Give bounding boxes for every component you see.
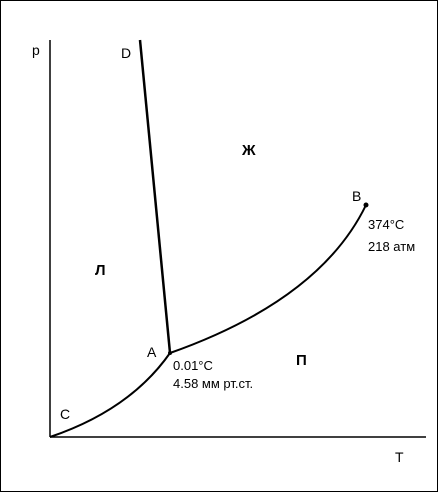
annotation: 0.01°C bbox=[173, 358, 213, 373]
critical-point bbox=[363, 202, 369, 208]
annotation: 218 атм bbox=[368, 239, 415, 254]
melting-curve bbox=[138, 39, 172, 354]
sublimation-curve bbox=[49, 352, 171, 438]
annotation: 374°C bbox=[368, 217, 404, 232]
y-axis-label: p bbox=[32, 42, 40, 58]
point-label: B bbox=[352, 188, 361, 204]
triple-point bbox=[168, 351, 172, 355]
point-label: C bbox=[60, 406, 70, 422]
vaporization-curve bbox=[169, 204, 367, 354]
region-label: Ж bbox=[241, 142, 256, 159]
region-label: П bbox=[296, 352, 307, 369]
x-axis-label: T bbox=[395, 449, 404, 465]
annotation: 4.58 мм рт.ст. bbox=[173, 376, 253, 391]
point-label: D bbox=[121, 45, 131, 61]
point-label: A bbox=[147, 344, 157, 360]
region-label: Л bbox=[95, 262, 106, 279]
